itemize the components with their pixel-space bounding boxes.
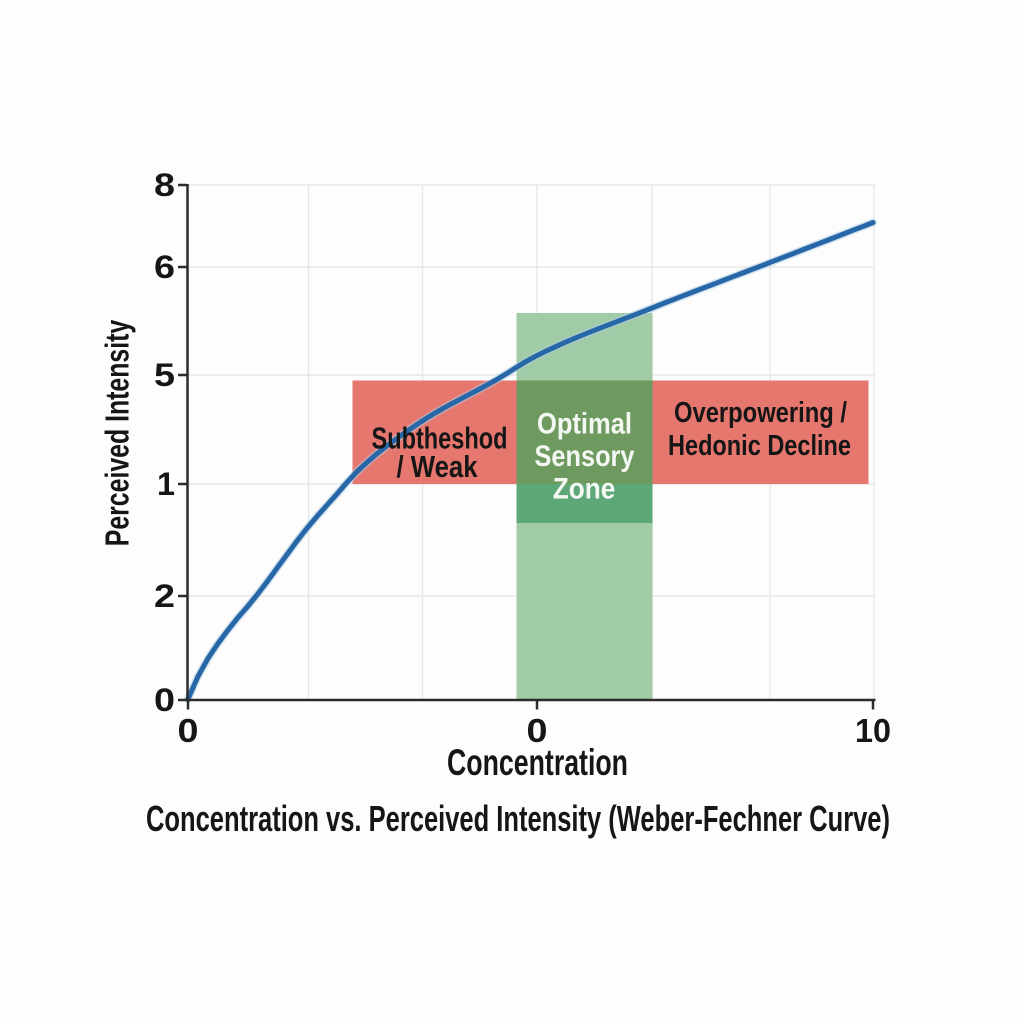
svg-text:1: 1 <box>157 466 175 502</box>
svg-text:Optimal: Optimal <box>537 408 632 441</box>
svg-text:Sensory: Sensory <box>535 440 635 473</box>
svg-text:/ Weak: / Weak <box>397 449 479 484</box>
svg-text:0: 0 <box>178 712 199 749</box>
svg-text:0: 0 <box>154 682 175 718</box>
svg-text:Subtheshod: Subtheshod <box>372 421 508 456</box>
svg-text:Zone: Zone <box>553 473 616 506</box>
svg-text:5: 5 <box>154 357 175 393</box>
svg-text:Concentration vs. Perceived In: Concentration vs. Perceived Intensity (W… <box>146 798 890 839</box>
svg-text:8: 8 <box>154 167 175 203</box>
svg-text:0: 0 <box>527 712 548 749</box>
svg-text:Overpowering /: Overpowering / <box>674 397 847 429</box>
svg-text:6: 6 <box>154 249 175 285</box>
svg-text:Concentration: Concentration <box>447 742 628 783</box>
svg-text:Perceived Intensity: Perceived Intensity <box>99 319 136 546</box>
svg-text:2: 2 <box>154 578 175 614</box>
svg-text:Hedonic Decline: Hedonic Decline <box>668 430 851 462</box>
svg-text:10: 10 <box>855 712 891 749</box>
